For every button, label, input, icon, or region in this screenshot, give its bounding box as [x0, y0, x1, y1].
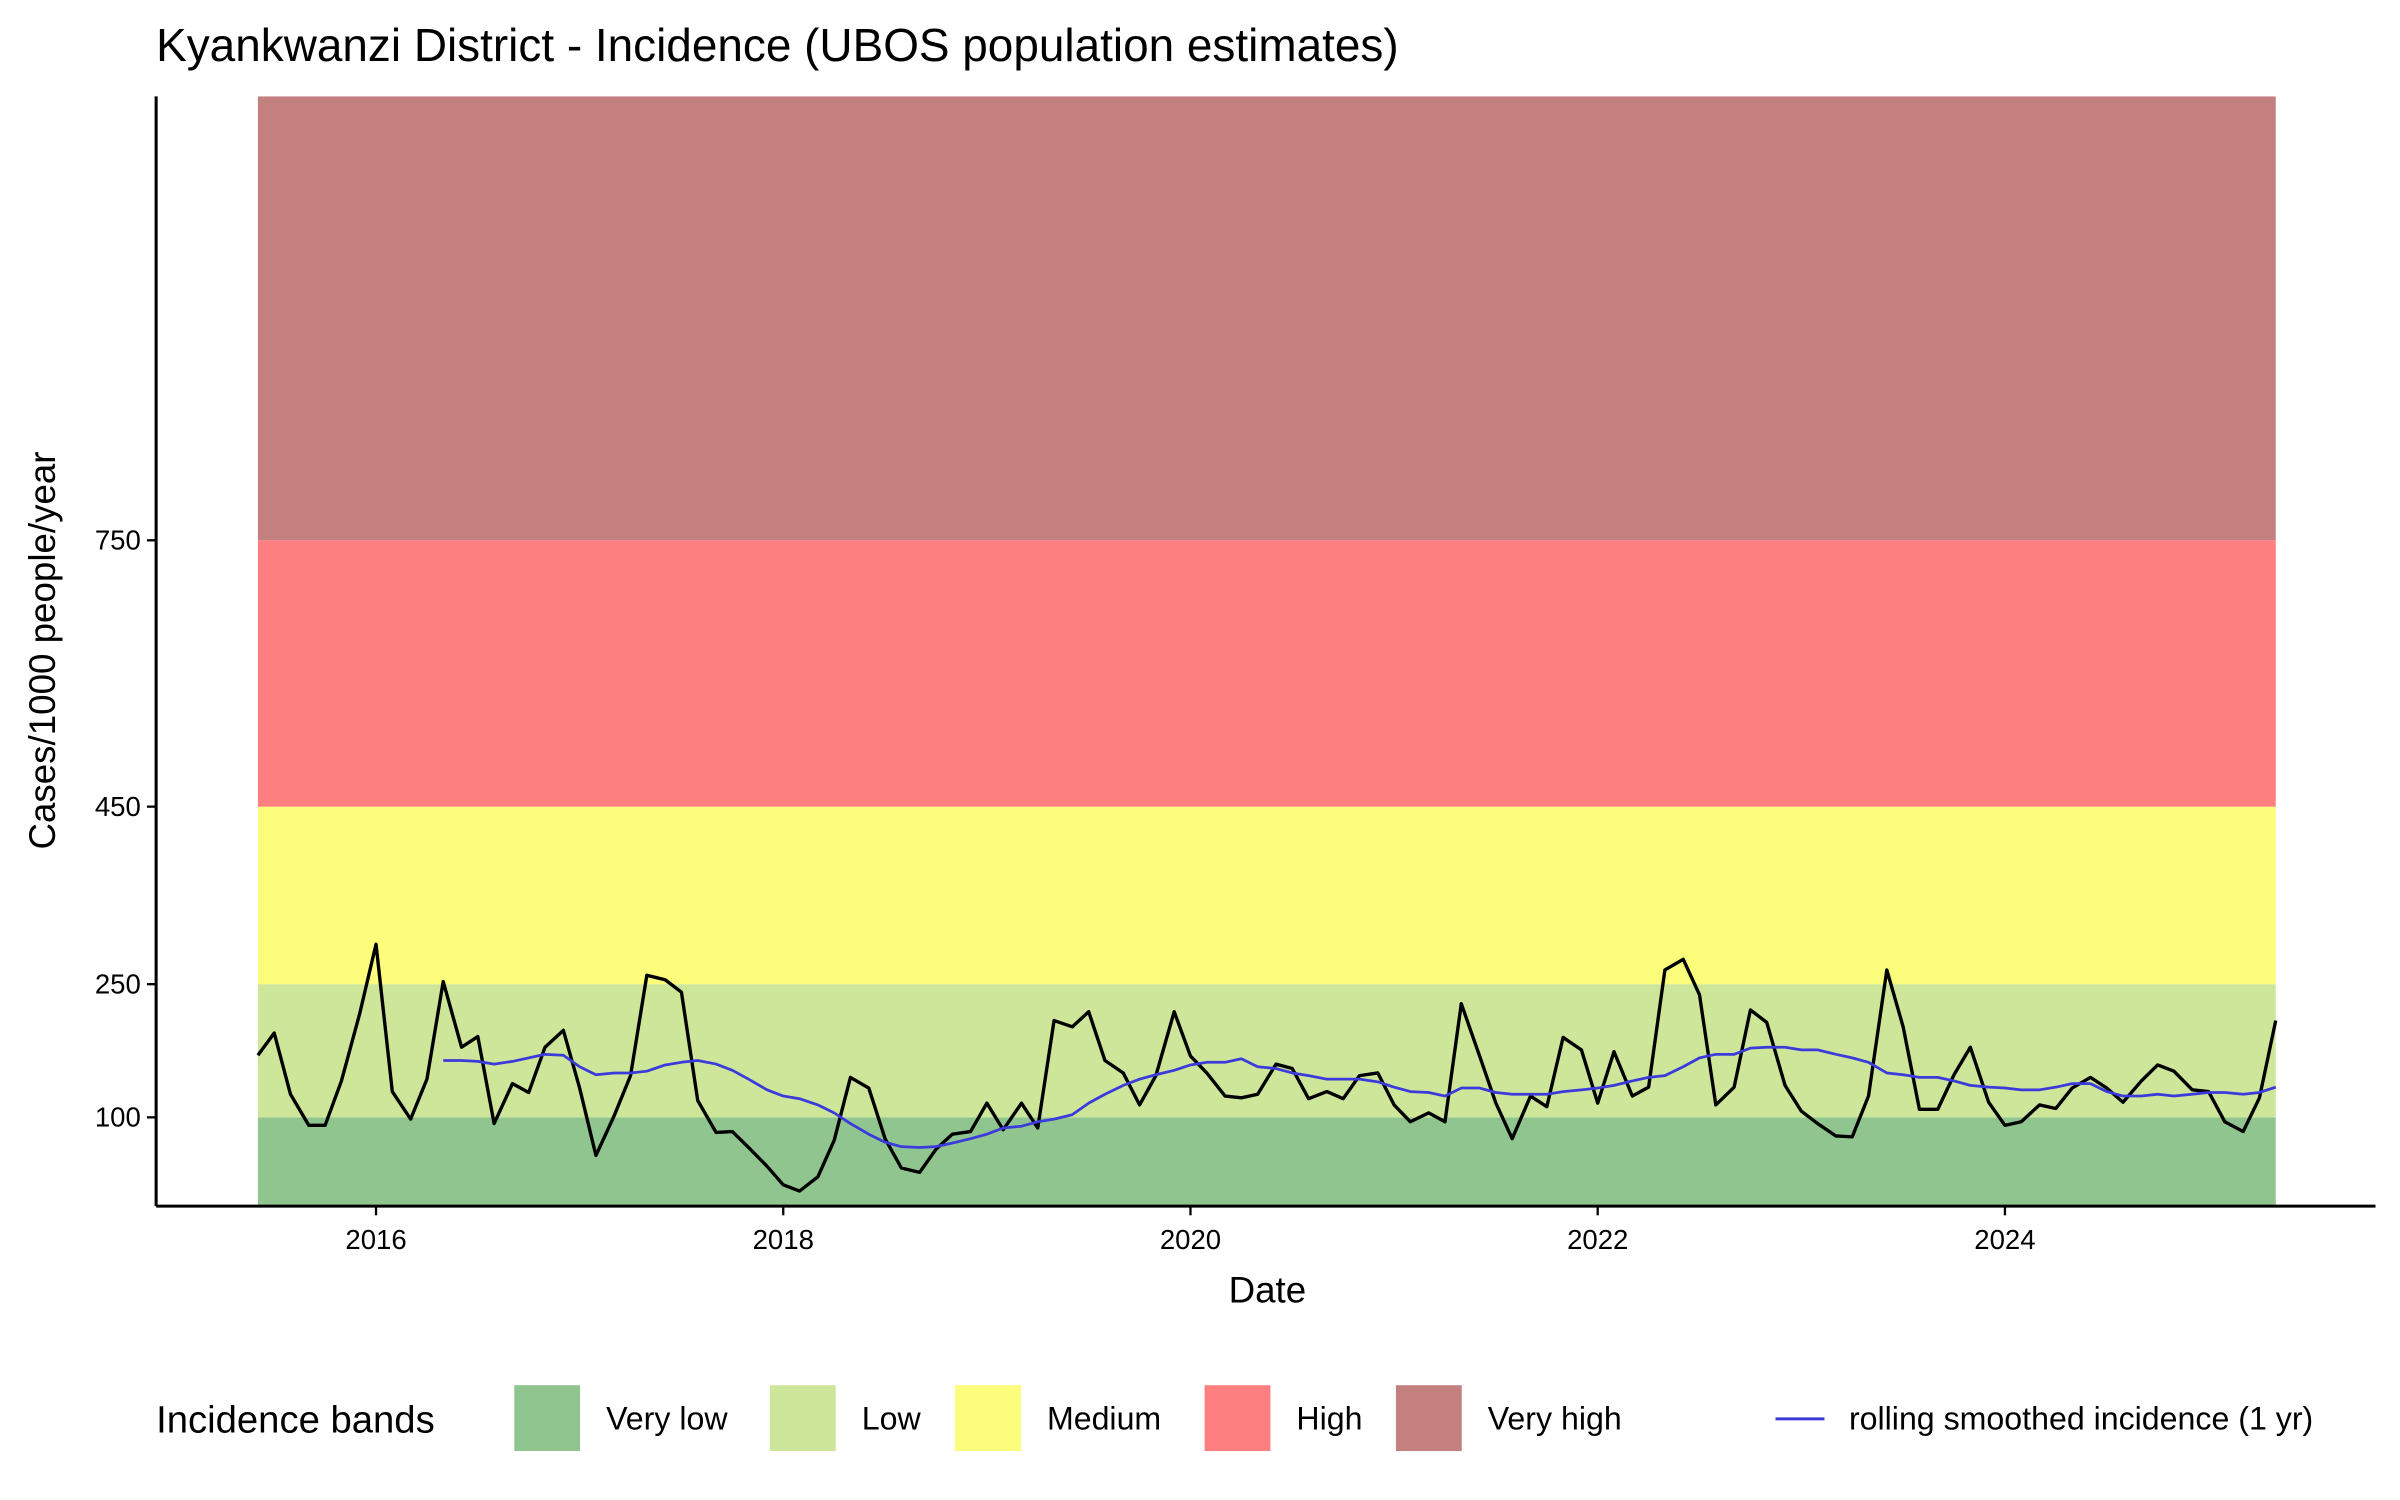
- incidence-band: [257, 96, 2276, 541]
- incidence-band: [257, 806, 2276, 985]
- legend-swatch: [1395, 1385, 1462, 1452]
- x-tick-label: 2022: [1567, 1224, 1628, 1255]
- legend-label: High: [1296, 1401, 1362, 1437]
- x-axis-label: Date: [1229, 1270, 1307, 1311]
- legend-swatch: [769, 1385, 836, 1452]
- incidence-band: [257, 540, 2276, 807]
- x-tick-label: 2020: [1160, 1224, 1221, 1255]
- series-line: [256, 942, 2278, 1193]
- x-tick-label: 2018: [753, 1224, 814, 1255]
- y-tick-label: 750: [95, 524, 141, 555]
- legend-label: rolling smoothed incidence (1 yr): [1849, 1401, 2313, 1437]
- legend-title: Incidence bands: [156, 1399, 435, 1442]
- series-line: [443, 1045, 2277, 1149]
- legend-swatch: [955, 1385, 1021, 1452]
- y-tick-label: 100: [95, 1102, 141, 1133]
- y-tick-label: 450: [95, 791, 141, 822]
- legend-label: Medium: [1047, 1401, 1161, 1437]
- x-tick-label: 2016: [345, 1224, 406, 1255]
- legend-swatch: [1204, 1385, 1271, 1452]
- chart-title: Kyankwanzi District - Incidence (UBOS po…: [156, 19, 1399, 71]
- y-axis-label: Cases/1000 people/year: [22, 451, 63, 849]
- incidence-band: [257, 984, 2276, 1118]
- legend-swatch: [514, 1385, 581, 1452]
- legend-label: Very high: [1488, 1401, 1622, 1437]
- y-tick-label: 250: [95, 968, 141, 999]
- incidence-band: [257, 1117, 2276, 1207]
- legend-label: Very low: [606, 1401, 728, 1437]
- legend-label: Low: [862, 1401, 922, 1437]
- x-tick-label: 2024: [1974, 1224, 2035, 1255]
